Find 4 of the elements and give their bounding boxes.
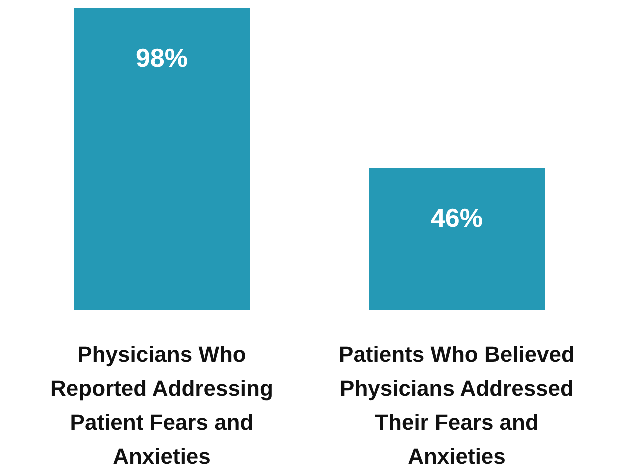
data-label: 98% (136, 43, 188, 73)
x-tick-label: Patients Who Believed Physicians Addressed Their Fears and Anxieties (339, 342, 575, 469)
x-tick-label: Physicians Who Reported Addressing Patient Fears and Anxieties (50, 342, 274, 469)
data-label: 46% (430, 203, 484, 234)
